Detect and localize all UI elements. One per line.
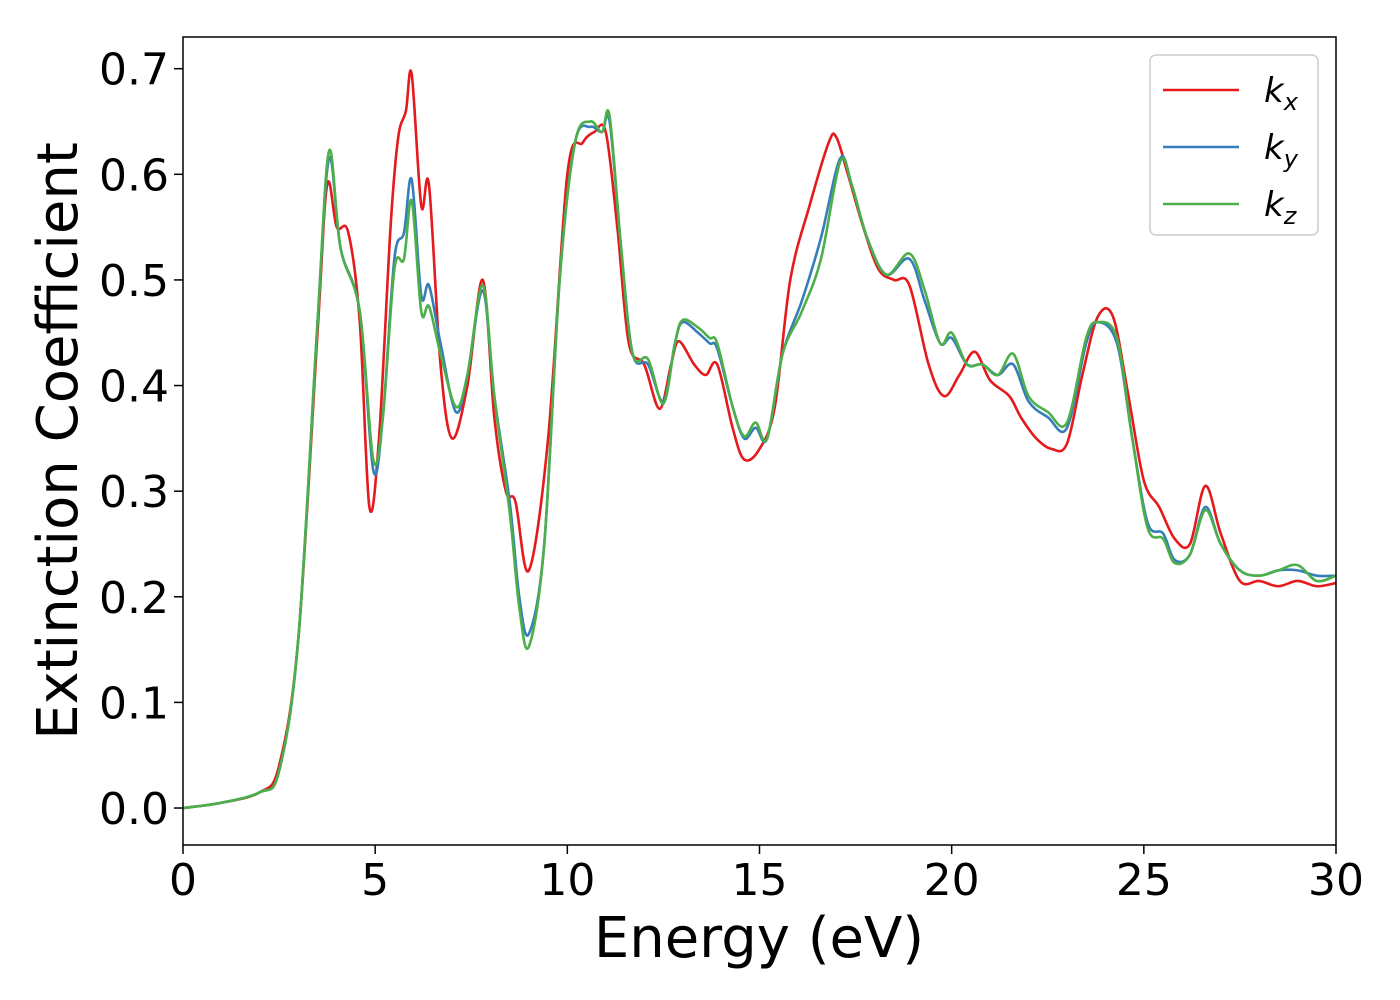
x-tick-label: 5 — [361, 855, 389, 906]
y-tick-label: 0.4 — [99, 362, 169, 413]
legend-frame — [1149, 54, 1319, 236]
y-tick-label: 0.6 — [99, 150, 169, 201]
x-axis-title: Energy (eV) — [594, 906, 924, 971]
y-tick-label: 0.5 — [99, 256, 169, 307]
x-tick-label: 30 — [1308, 855, 1364, 906]
y-axis: 0.0 0.1 0.2 0.3 0.4 0.5 0.6 0.7 — [99, 45, 183, 835]
x-tick-label: 20 — [924, 855, 980, 906]
y-tick-label: 0.0 — [99, 784, 169, 835]
series-line-kz — [183, 109, 1336, 810]
x-axis: 0 5 10 15 20 25 30 — [169, 845, 1364, 906]
x-tick-label: 15 — [732, 855, 788, 906]
series-layer — [183, 69, 1336, 810]
x-tick-label: 10 — [539, 855, 595, 906]
y-tick-label: 0.3 — [99, 467, 169, 518]
x-tick-label: 25 — [1116, 855, 1172, 906]
y-tick-label: 0.1 — [99, 678, 169, 729]
y-tick-label: 0.7 — [99, 45, 169, 96]
y-axis-title: Extinction Coefficient — [26, 142, 91, 740]
x-tick-label: 0 — [169, 855, 197, 906]
y-tick-label: 0.2 — [99, 573, 169, 624]
